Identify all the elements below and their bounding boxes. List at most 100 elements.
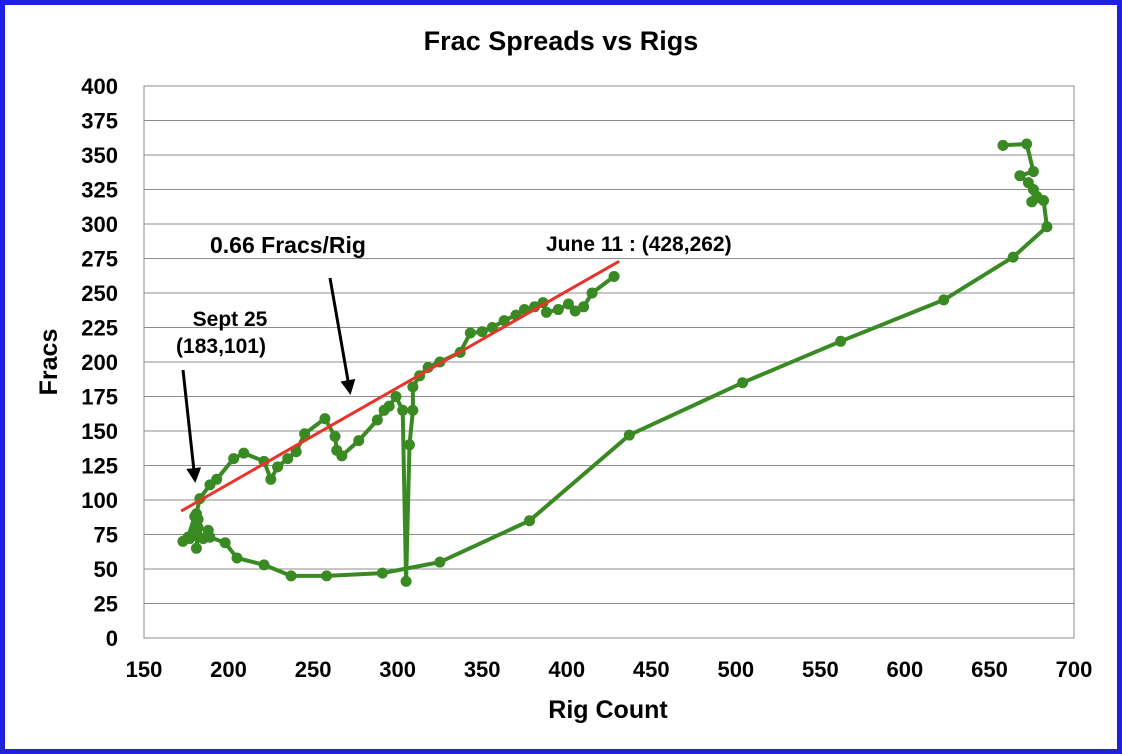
data-point xyxy=(1026,196,1038,208)
data-point xyxy=(390,391,402,402)
data-point xyxy=(623,429,635,441)
data-point xyxy=(400,575,412,587)
trend-line-label: 0.66 Fracs/Rig xyxy=(210,232,366,258)
x-tick-label: 700 xyxy=(1056,657,1093,682)
y-tick-label: 150 xyxy=(81,419,118,444)
data-point xyxy=(202,524,214,536)
data-point xyxy=(997,139,1009,151)
data-point xyxy=(272,461,284,473)
data-point xyxy=(290,446,302,458)
chart-title: Frac Spreads vs Rigs xyxy=(424,26,699,56)
data-point xyxy=(265,473,277,485)
x-tick-label: 600 xyxy=(887,657,924,682)
data-point xyxy=(434,556,446,568)
data-point xyxy=(336,450,348,462)
data-point xyxy=(578,301,590,313)
data-point xyxy=(190,508,202,520)
data-point xyxy=(1007,251,1019,263)
data-point xyxy=(190,542,202,554)
data-point xyxy=(540,306,552,318)
y-tick-label: 0 xyxy=(106,626,118,651)
data-point xyxy=(938,294,950,306)
data-point xyxy=(211,473,223,485)
data-point xyxy=(321,570,333,582)
data-point xyxy=(1041,221,1053,233)
data-point xyxy=(383,400,395,412)
x-tick-label: 300 xyxy=(379,657,416,682)
y-tick-label: 175 xyxy=(81,385,118,410)
data-point xyxy=(569,305,581,317)
data-point xyxy=(371,414,383,426)
x-tick-label: 400 xyxy=(548,657,585,682)
data-point xyxy=(189,524,201,536)
data-point xyxy=(562,298,574,310)
y-tick-label: 200 xyxy=(81,350,118,375)
data-point xyxy=(464,327,476,339)
data-point xyxy=(299,428,311,440)
y-axis-label: Fracs xyxy=(35,329,63,396)
data-point xyxy=(397,404,409,416)
y-tick-label: 300 xyxy=(81,212,118,237)
x-tick-labels: 150 200 250 300 350 400 450 500 550 600 650 700 xyxy=(126,657,1093,682)
y-tick-label: 225 xyxy=(81,316,118,341)
arrow-to-trend-line xyxy=(328,277,356,395)
x-tick-label: 150 xyxy=(126,657,163,682)
data-point xyxy=(586,287,598,299)
data-point xyxy=(835,335,847,347)
data-point xyxy=(231,552,243,564)
data-point xyxy=(228,453,240,465)
data-point xyxy=(737,377,749,389)
y-tick-label: 350 xyxy=(81,143,118,168)
series-line-fracs-vs-rigs xyxy=(180,142,1049,584)
data-point xyxy=(608,270,620,282)
start-point-name: Sept 25 xyxy=(193,308,268,331)
x-tick-label: 650 xyxy=(971,657,1008,682)
y-tick-label: 75 xyxy=(94,523,118,548)
data-point xyxy=(1027,166,1039,178)
y-tick-labels: 0 25 50 75 100 125 150 175 200 225 250 275 300 325 350… xyxy=(81,74,118,651)
data-point xyxy=(376,567,388,579)
y-tick-label: 250 xyxy=(81,281,118,306)
trend-line xyxy=(180,259,620,513)
data-point xyxy=(407,381,419,393)
x-tick-label: 450 xyxy=(633,657,670,682)
data-point xyxy=(486,322,498,333)
arrow-to-start-point xyxy=(181,369,202,483)
data-point xyxy=(282,453,294,465)
data-point xyxy=(407,404,419,416)
y-tick-label: 275 xyxy=(81,247,118,272)
data-point xyxy=(498,315,510,327)
y-tick-label: 375 xyxy=(81,109,118,134)
x-tick-label: 200 xyxy=(210,657,247,682)
data-point xyxy=(1014,170,1026,182)
data-point xyxy=(258,559,270,571)
data-point xyxy=(1038,195,1050,207)
x-tick-label: 500 xyxy=(717,657,754,682)
data-point xyxy=(219,537,231,549)
data-point xyxy=(353,435,365,447)
data-point xyxy=(285,570,297,582)
data-point xyxy=(329,431,341,443)
x-axis-label: Rig Count xyxy=(548,696,668,724)
y-tick-label: 400 xyxy=(81,74,118,99)
y-tick-label: 50 xyxy=(94,557,118,582)
start-point-coords: (183,101) xyxy=(176,335,266,358)
y-tick-label: 325 xyxy=(81,178,118,203)
data-point xyxy=(238,447,250,459)
annotation-arrows xyxy=(181,277,356,483)
data-point xyxy=(552,304,564,316)
y-tick-label: 125 xyxy=(81,454,118,479)
y-tick-label: 25 xyxy=(94,592,118,617)
x-tick-label: 250 xyxy=(295,657,332,682)
data-point xyxy=(476,326,488,338)
data-point xyxy=(182,531,194,543)
grid-lines xyxy=(144,85,1074,639)
x-tick-label: 350 xyxy=(464,657,501,682)
data-point xyxy=(1021,138,1033,150)
data-point xyxy=(524,515,536,527)
end-point-label: June 11 : (428,262) xyxy=(546,233,732,256)
data-points xyxy=(177,138,1053,587)
data-point xyxy=(319,413,331,425)
